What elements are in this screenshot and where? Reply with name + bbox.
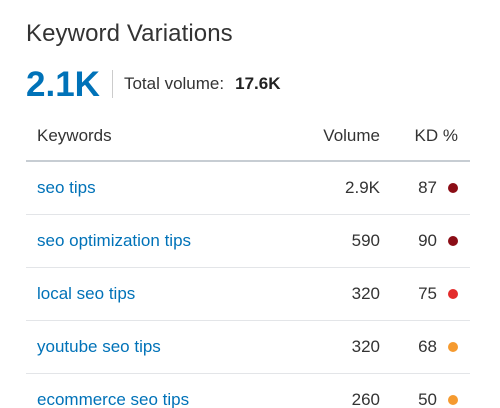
volume-value: 320	[351, 284, 380, 303]
divider	[111, 70, 113, 98]
keywords-table: Keywords Volume KD % seo tips 2.9K 87 se…	[26, 112, 470, 408]
header-volume: Volume	[323, 126, 380, 145]
kd-difficulty-dot-icon	[448, 342, 458, 352]
table-row: seo tips 2.9K 87	[26, 162, 470, 215]
summary-bar: 2.1K Total volume: 17.6K	[26, 62, 280, 106]
kd-value: 87	[418, 178, 437, 197]
kd-value: 68	[418, 337, 437, 356]
header-keywords: Keywords	[37, 126, 112, 145]
total-volume-value: 17.6K	[235, 74, 281, 93]
table-row: local seo tips 320 75	[26, 268, 470, 321]
keyword-link[interactable]: seo optimization tips	[37, 231, 192, 250]
keyword-link[interactable]: ecommerce seo tips	[37, 390, 190, 408]
kd-value: 90	[418, 231, 437, 250]
table-row: ecommerce seo tips 260 50	[26, 374, 470, 408]
keyword-count[interactable]: 2.1K	[26, 64, 100, 104]
kd-value: 75	[418, 284, 437, 303]
volume-value: 590	[351, 231, 380, 250]
kd-difficulty-dot-icon	[448, 236, 458, 246]
table-row: seo optimization tips 590 90	[26, 215, 470, 268]
kd-difficulty-dot-icon	[448, 289, 458, 299]
kd-value: 50	[418, 390, 437, 408]
keyword-link[interactable]: seo tips	[37, 178, 96, 197]
total-volume-label: Total volume:	[123, 74, 225, 93]
table-header: Keywords Volume KD %	[26, 112, 470, 162]
widget-title: Keyword Variations	[26, 20, 233, 47]
table-body: seo tips 2.9K 87 seo optimization tips 5…	[26, 162, 470, 408]
volume-value: 260	[351, 390, 380, 408]
keyword-link[interactable]: local seo tips	[37, 284, 136, 303]
keyword-link[interactable]: youtube seo tips	[37, 337, 161, 356]
volume-value: 320	[351, 337, 380, 356]
kd-difficulty-dot-icon	[448, 183, 458, 193]
header-kd: KD %	[414, 126, 458, 145]
volume-value: 2.9K	[345, 178, 380, 197]
kd-difficulty-dot-icon	[448, 395, 458, 405]
table-row: youtube seo tips 320 68	[26, 321, 470, 374]
